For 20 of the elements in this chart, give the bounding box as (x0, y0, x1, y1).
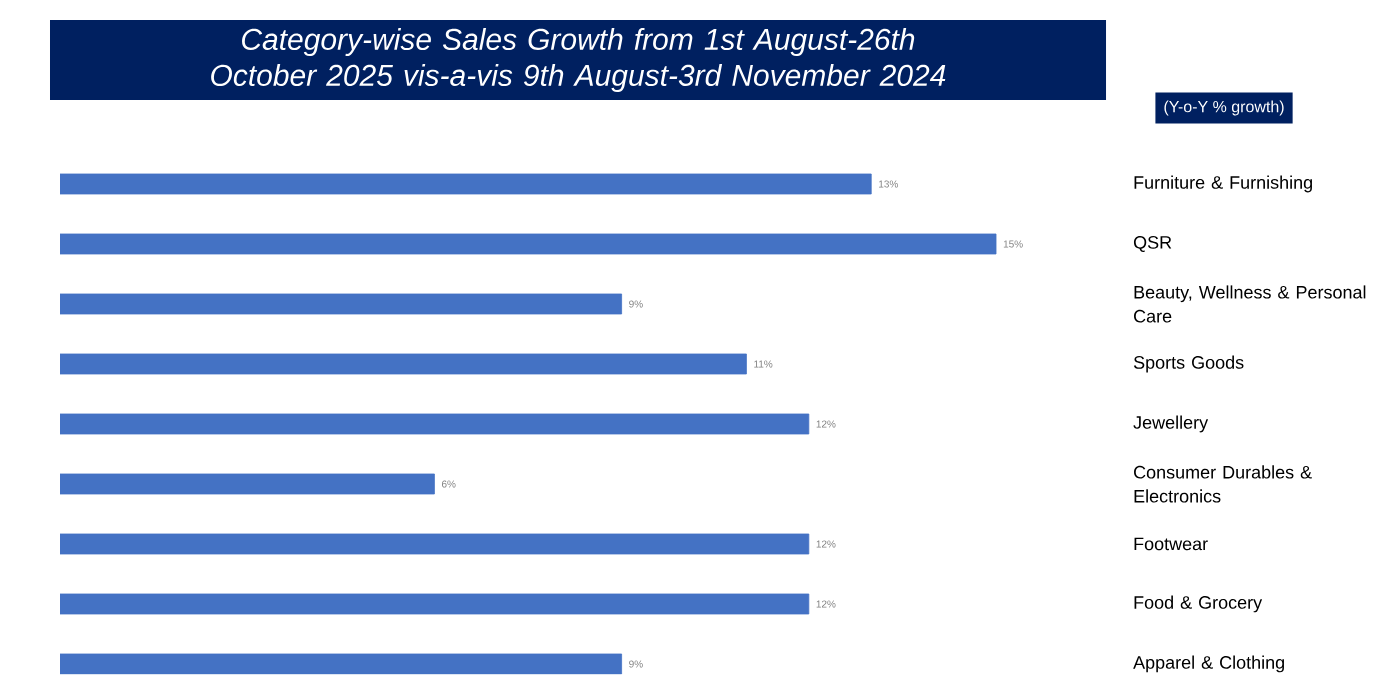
bar (60, 293, 623, 315)
bar (60, 173, 872, 195)
bar (60, 353, 747, 375)
bar (60, 413, 810, 435)
y-tick-label: Footwear (1134, 537, 1208, 551)
y-tick-label: Consumer Durables & Electronics (1134, 465, 1312, 503)
bar (60, 473, 435, 495)
y-tick-label: Food & Grocery (1134, 595, 1263, 613)
y-tick-label: Furniture & Furnishing (1134, 175, 1312, 193)
y-tick-label: Sports Goods (1133, 355, 1244, 373)
y-tick-label: QSR (1133, 236, 1172, 252)
text: (Y-o-Y % growth) (1164, 100, 1284, 116)
chart-title: Category-wise Sales Growth from 1st August-26th October 2025 vis-a-vis 9th August-3rd November 2024 (211, 28, 946, 92)
bar (60, 533, 810, 555)
y-tick-label: Jewellery (1133, 415, 1209, 433)
bar (60, 653, 623, 675)
y-tick-label: Beauty, Wellness & Personal Care (1134, 285, 1366, 323)
bar (60, 233, 997, 255)
y-tick-label: Apparel & Clothing (1133, 655, 1284, 673)
bar (60, 593, 810, 615)
